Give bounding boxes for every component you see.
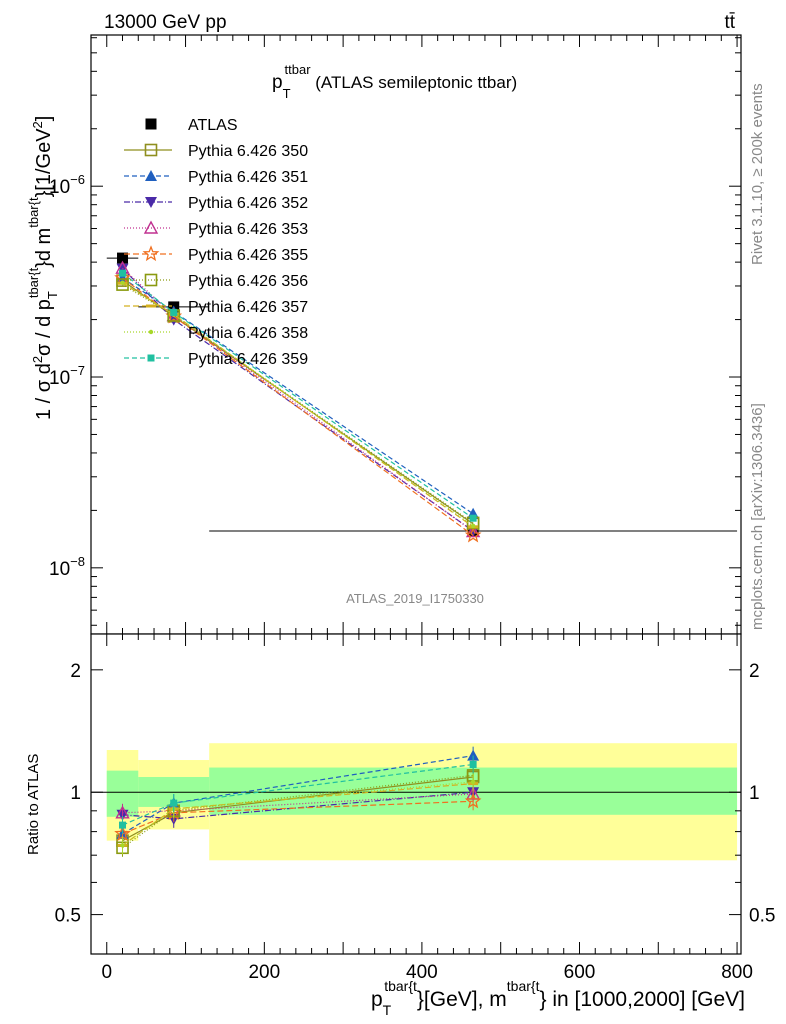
- main-series: [106, 252, 738, 543]
- legend-item: Pythia 6.426 353: [124, 220, 308, 238]
- legend-marker: [146, 304, 156, 308]
- legend-item: Pythia 6.426 357: [124, 299, 308, 316]
- main-y-tick-label: 10−6: [49, 172, 85, 198]
- data-point: [116, 278, 129, 291]
- series-line: [122, 268, 474, 532]
- mcplots-label: mcplots.cern.ch [arXiv:1306.3436]: [749, 403, 766, 630]
- data-point: [119, 269, 127, 277]
- legend-item: Pythia 6.426 351: [124, 169, 308, 186]
- legend-marker: [145, 170, 157, 181]
- legend-item: Pythia 6.426 356: [124, 273, 308, 290]
- legend-item: Pythia 6.426 358: [124, 325, 308, 342]
- analysis-watermark: ATLAS_2019_I1750330: [346, 591, 484, 606]
- legend-item: Pythia 6.426 350: [124, 143, 308, 160]
- main-y-axis-label: 1 / σ d2σ / d pTtbar{t}d mtbar{t}[1/GeV2…: [26, 116, 60, 420]
- data-point: [117, 252, 129, 264]
- ratio-line: [122, 783, 474, 846]
- data-point: [170, 308, 178, 316]
- title-sub: T: [283, 86, 291, 101]
- ratio-y-tick-label: 2: [70, 661, 81, 682]
- rivet-version-label: Rivet 3.1.10, ≥ 200k events: [749, 83, 766, 265]
- legend-label: Pythia 6.426 358: [188, 325, 308, 342]
- ratio-panel: [91, 634, 741, 954]
- ratio-y-tick-label: 1: [70, 783, 81, 804]
- ratio-point: [120, 843, 125, 848]
- series-line: [122, 277, 474, 515]
- legend: ATLAS Pythia 6.426 350 Pythia 6.426 351 Pyt…: [124, 117, 308, 368]
- main-y-tick-label: 10−7: [49, 363, 85, 389]
- x-tick-label: 400: [406, 962, 438, 983]
- ratio-y-tick-label: 0.5: [55, 906, 81, 927]
- data-point: [465, 524, 481, 538]
- legend-label: Pythia 6.426 356: [188, 273, 308, 290]
- legend-marker: [145, 118, 157, 130]
- legend-marker: [147, 354, 155, 362]
- ratio-y-tick-label-right: 1: [749, 783, 760, 804]
- title-sup: ttbar: [285, 62, 312, 77]
- ratio-series: [114, 746, 482, 857]
- ratio-point: [464, 792, 482, 809]
- plot-title: pTttbar (ATLAS semileptonic ttbar): [272, 62, 517, 101]
- title-p: p: [272, 72, 283, 93]
- legend-label: Pythia 6.426 357: [188, 299, 308, 316]
- x-tick-label: 0: [101, 962, 112, 983]
- data-point: [469, 514, 477, 522]
- ratio-y-tick-label-right: 2: [749, 661, 760, 682]
- legend-marker: [142, 245, 160, 262]
- header-ttbar-label: tt̄: [724, 12, 735, 33]
- data-point: [464, 526, 482, 543]
- legend-label: Pythia 6.426 350: [188, 143, 308, 160]
- legend-label: Pythia 6.426 359: [188, 351, 308, 368]
- legend-item: Pythia 6.426 352: [124, 195, 308, 212]
- legend-marker: [145, 197, 157, 208]
- ratio-frame: [90, 633, 742, 955]
- ratio-point: [467, 749, 480, 761]
- legend-marker: [144, 273, 158, 287]
- legend-marker: [148, 329, 154, 335]
- ratio-point: [469, 760, 477, 768]
- data-point: [470, 523, 476, 529]
- ratio-y-tick-label-right: 0.5: [749, 906, 775, 927]
- legend-marker: [144, 143, 158, 157]
- legend-label: ATLAS: [188, 117, 238, 134]
- ratio-point: [170, 799, 178, 807]
- ratio-point: [470, 779, 476, 785]
- header-process: 13000 GeV pp: [104, 12, 227, 33]
- legend-label: Pythia 6.426 353: [188, 221, 308, 238]
- ratio-y-axis-label: Ratio to ATLAS: [25, 754, 42, 855]
- data-point: [120, 280, 125, 285]
- legend-label: Pythia 6.426 351: [188, 169, 308, 186]
- legend-marker: [143, 220, 159, 234]
- x-tick-label: 200: [248, 962, 280, 983]
- legend-item: Pythia 6.426 355: [124, 245, 308, 264]
- series-9: [119, 269, 477, 522]
- legend-label: Pythia 6.426 352: [188, 195, 308, 212]
- ratio-point: [119, 821, 127, 829]
- title-rest: (ATLAS semileptonic ttbar): [311, 73, 518, 92]
- ratio-series-9: [119, 755, 477, 835]
- x-tick-label: 600: [564, 962, 596, 983]
- legend-label: Pythia 6.426 355: [188, 247, 308, 264]
- ratio-axes: 0.5 0.5 1 1 2 2 0 200 400 600 800: [55, 633, 775, 983]
- ratio-line: [122, 763, 474, 826]
- legend-item: Pythia 6.426 359: [124, 351, 308, 368]
- x-axis-label: pTtbar{t}[GeV], mtbar{t} in [1000,2000] …: [371, 978, 745, 1018]
- x-tick-label: 800: [721, 962, 753, 983]
- legend-item: ATLAS: [145, 117, 238, 134]
- main-y-tick-label: 10−8: [49, 554, 85, 580]
